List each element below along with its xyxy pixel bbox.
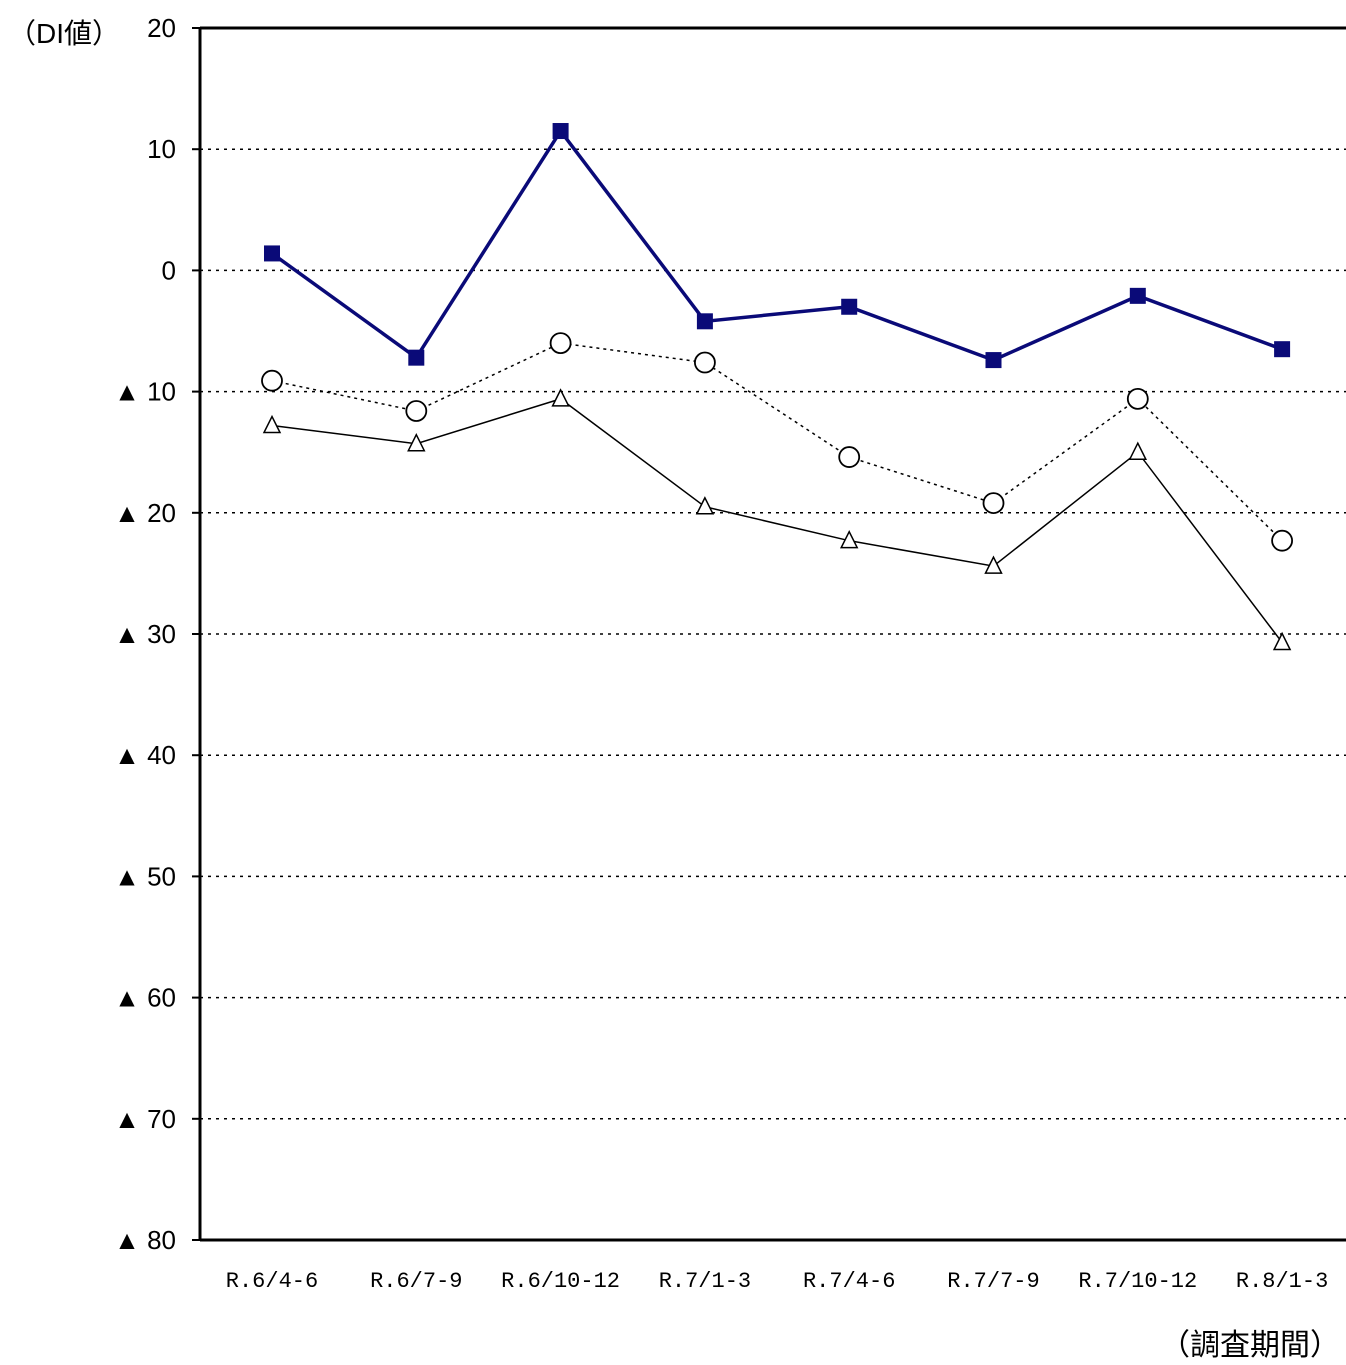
y-axis-unit-label: （DI値） (8, 18, 121, 49)
series-3-point (407, 433, 426, 452)
series-2-point (405, 400, 428, 422)
y-tick-label: 20 (147, 13, 176, 43)
series-3-point (1128, 441, 1148, 460)
x-tick-label: R.7/4-6 (803, 1269, 895, 1294)
x-tick-label: R.6/4-6 (226, 1269, 318, 1294)
series-2-point (694, 351, 716, 374)
series-1-point (1274, 341, 1291, 358)
y-tick-label: ▲ 80 (114, 1225, 176, 1255)
x-tick-label: R.6/7-9 (370, 1269, 462, 1294)
series-1-point (985, 352, 1002, 369)
x-axis-unit-label: （調査期間） (1160, 1329, 1340, 1362)
series-2-point (1126, 387, 1149, 410)
x-tick-label: R.8/1-3 (1236, 1269, 1328, 1294)
series-1-point (841, 298, 858, 315)
x-tick-label: R.6/10-12 (501, 1269, 620, 1294)
series-1-point (552, 123, 569, 140)
series-1-line (270, 127, 1283, 362)
series-3-point (695, 496, 715, 515)
series-2-point (1271, 529, 1293, 552)
y-tick-label: ▲ 10 (114, 377, 176, 407)
series-2-point (549, 332, 572, 355)
series-2-point (838, 446, 861, 468)
series-2-line (271, 342, 1283, 542)
series-1-point (264, 245, 280, 262)
x-tick-label: R.7/1-3 (659, 1269, 751, 1294)
x-tick-label: R.7/7-9 (947, 1269, 1039, 1294)
series-2-point (982, 492, 1005, 515)
series-3-point (551, 388, 570, 407)
y-tick-label: ▲ 60 (114, 983, 176, 1013)
y-tick-label: ▲ 50 (114, 861, 176, 891)
series-3-point (1272, 631, 1292, 651)
y-tick-label: ▲ 70 (114, 1104, 176, 1134)
series-3-point (262, 414, 282, 434)
x-tick-label: R.7/10-12 (1078, 1269, 1197, 1294)
y-tick-label: 0 (162, 255, 176, 285)
series-3-point (839, 529, 859, 549)
series-1-point (408, 349, 425, 366)
series-1-point (696, 313, 713, 330)
series-2-point (261, 369, 283, 392)
series-1-point (1129, 287, 1146, 304)
series-3-line (271, 398, 1283, 643)
y-tick-label: ▲ 20 (114, 498, 176, 528)
y-tick-label: ▲ 30 (114, 619, 176, 649)
y-tick-label: ▲ 40 (114, 740, 176, 770)
y-tick-label: 10 (147, 134, 176, 164)
series-3-point (984, 555, 1003, 574)
